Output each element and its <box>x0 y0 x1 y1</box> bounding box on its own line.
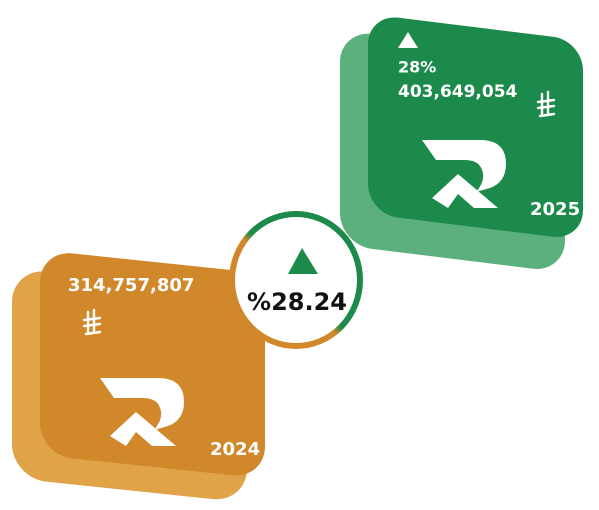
value: 403,649,054 <box>398 82 518 102</box>
up-arrow <box>398 32 418 48</box>
growth-label: %28.24 <box>247 288 347 316</box>
card-2024: 314,757,807 2024 <box>12 253 265 500</box>
year: 2024 <box>210 439 260 460</box>
card-2025: 28% 403,649,054 2025 <box>340 17 583 269</box>
value: 314,757,807 <box>68 275 194 296</box>
growth-badge: %28.24 <box>229 211 363 349</box>
up-arrow <box>288 248 318 274</box>
change: 28% <box>398 58 436 77</box>
year: 2025 <box>530 199 580 220</box>
